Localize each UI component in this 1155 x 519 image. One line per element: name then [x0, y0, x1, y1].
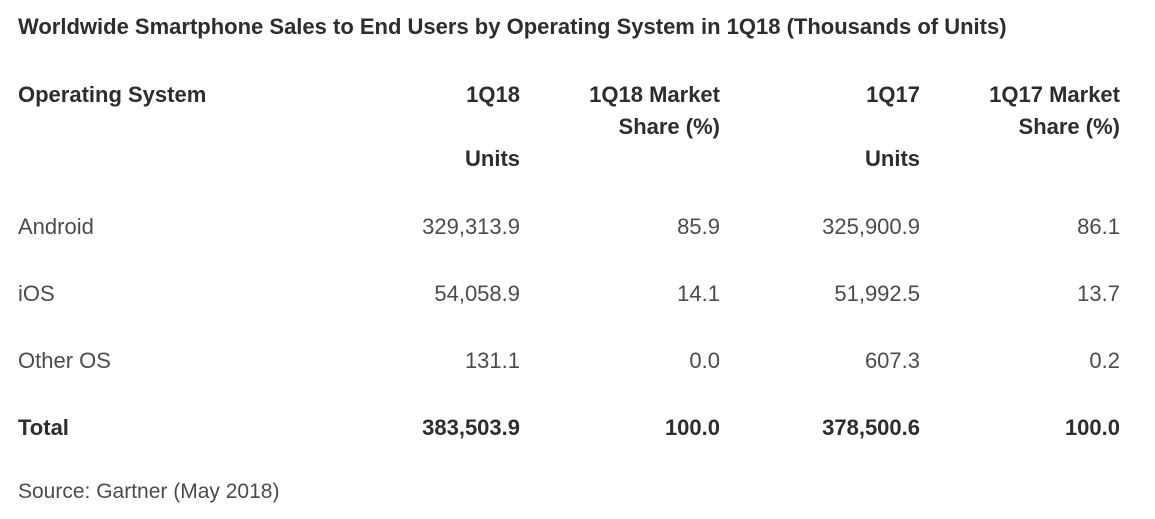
q18-units-cell: 54,058.9	[434, 281, 520, 306]
os-cell: Other OS	[18, 348, 111, 373]
header-line: Share (%)	[1018, 114, 1120, 139]
os-cell: iOS	[18, 281, 55, 306]
q18-share-cell: 14.1	[677, 281, 720, 306]
q17-share-cell: 0.2	[1089, 348, 1120, 373]
q18-share-cell: 0.0	[689, 348, 720, 373]
source-note: Source: Gartner (May 2018)	[18, 480, 280, 503]
q17-share-cell: 100.0	[1064, 415, 1120, 440]
header-line: 1Q17 Market	[989, 82, 1120, 107]
header-line	[520, 143, 720, 175]
q17-share-cell: 13.7	[1077, 281, 1120, 306]
header-line: 1Q18	[466, 82, 520, 107]
column-header-operating-system: Operating System	[18, 79, 320, 175]
header-line	[720, 111, 920, 143]
header-line: Share (%)	[618, 114, 720, 139]
column-header-1q17-units: 1Q17 Units	[720, 79, 920, 175]
os-cell: Total	[18, 415, 69, 440]
header-line: Units	[865, 146, 920, 171]
header-line	[18, 111, 320, 143]
table-row-ios: iOS 54,058.9 14.1 51,992.5 13.7	[18, 253, 1120, 320]
q18-units-cell: 131.1	[464, 348, 520, 373]
column-header-1q18-units: 1Q18 Units	[320, 79, 520, 175]
column-header-1q18-market-share: 1Q18 Market Share (%)	[520, 79, 720, 175]
q17-share-cell: 86.1	[1077, 214, 1120, 239]
q18-share-cell: 100.0	[664, 415, 720, 440]
table-row-total: Total 383,503.9 100.0 378,500.6 100.0	[18, 387, 1120, 454]
header-line	[18, 143, 320, 175]
table-row-other-os: Other OS 131.1 0.0 607.3 0.2	[18, 320, 1120, 387]
page-title: Worldwide Smartphone Sales to End Users …	[18, 14, 1007, 39]
header-line: 1Q18 Market	[589, 82, 720, 107]
header-line: Operating System	[18, 82, 207, 107]
column-header-1q17-market-share: 1Q17 Market Share (%)	[920, 79, 1120, 175]
q18-share-cell: 85.9	[677, 214, 720, 239]
q18-units-cell: 383,503.9	[422, 415, 520, 440]
table-row-android: Android 329,313.9 85.9 325,900.9 86.1	[18, 175, 1120, 253]
q18-units-cell: 329,313.9	[422, 214, 520, 239]
q17-units-cell: 51,992.5	[834, 281, 920, 306]
header-line: Units	[465, 146, 520, 171]
header-row: Operating System 1Q18 Units 1Q18 Market …	[18, 79, 1120, 175]
table-body: Android 329,313.9 85.9 325,900.9 86.1 iO…	[18, 175, 1120, 454]
header-line	[920, 143, 1120, 175]
table-header: Operating System 1Q18 Units 1Q18 Market …	[18, 79, 1120, 175]
q17-units-cell: 607.3	[864, 348, 920, 373]
q17-units-cell: 325,900.9	[822, 214, 920, 239]
q17-units-cell: 378,500.6	[822, 415, 920, 440]
header-line: 1Q17	[866, 82, 920, 107]
header-line	[320, 111, 520, 143]
smartphone-sales-table: Operating System 1Q18 Units 1Q18 Market …	[18, 79, 1120, 454]
os-cell: Android	[18, 214, 94, 239]
